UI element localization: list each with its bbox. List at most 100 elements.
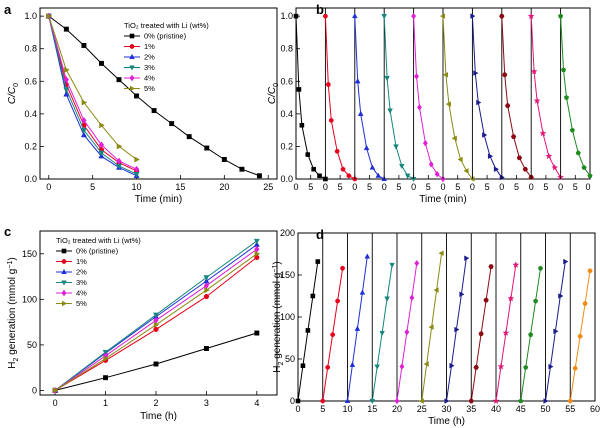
data-point (468, 398, 474, 404)
data-point (473, 365, 479, 370)
legend-marker (129, 85, 136, 92)
data-point (488, 264, 494, 269)
y-label-sub: 0 (13, 83, 20, 87)
y-axis-label: H2 generation (mmol g−1) (7, 257, 20, 368)
x-tick-label: 50 (540, 404, 550, 414)
data-point (254, 250, 261, 257)
data-point (497, 362, 505, 370)
x-tick-label: 10 (132, 182, 142, 192)
data-point (538, 265, 544, 271)
legend-marker (129, 53, 135, 60)
data-point (334, 148, 340, 154)
data-point (335, 298, 341, 304)
legend-title: TiO₂ treated with Li (wt%) (56, 236, 141, 245)
data-point (186, 134, 192, 140)
x-tick-label: 10 (342, 404, 352, 414)
data-point (369, 398, 376, 405)
data-point (369, 164, 376, 170)
data-point (80, 127, 87, 134)
data-point (543, 398, 549, 404)
y-label-end: ) (7, 257, 18, 260)
series-line (48, 15, 137, 170)
data-point (533, 298, 539, 304)
chart-panel-b: b0.00.20.40.60.81.00 5 0 5 0 5 0 5 0 5 0 5 0 5 0 5 0 5 0 5 0… (267, 2, 593, 205)
y-tick-label: 0.0 (280, 174, 293, 184)
data-point (444, 398, 450, 404)
data-point (414, 259, 420, 267)
data-point (404, 328, 410, 336)
data-point (300, 363, 306, 369)
data-point (492, 397, 500, 405)
series-line (48, 15, 137, 172)
y-tick-label: 0.6 (280, 76, 293, 86)
data-point (305, 152, 311, 157)
data-point (203, 294, 209, 300)
data-point (364, 253, 371, 259)
series-line (48, 15, 137, 160)
data-point (451, 135, 457, 142)
data-point (63, 76, 70, 84)
cycle-line (442, 16, 473, 180)
data-point (317, 173, 322, 179)
data-point (153, 321, 160, 328)
data-point (340, 166, 346, 172)
plot-frame (39, 230, 278, 396)
chart-panel-c: c 0 50 100 150 0 1 2 3 4 TiO₂ treated with Li (wt%… (4, 224, 278, 422)
data-point (398, 163, 405, 170)
data-point (153, 326, 159, 332)
data-point (134, 156, 140, 163)
data-point (439, 13, 446, 19)
y-tick-label: 0.2 (280, 141, 293, 151)
data-point (151, 108, 157, 114)
data-point (409, 294, 415, 302)
data-point (561, 67, 567, 73)
legend-entry: 3% (144, 63, 155, 72)
data-point (98, 60, 104, 66)
data-point (558, 13, 564, 19)
x-tick-label: 5 (90, 182, 95, 192)
x-axis-label: Time (h) (140, 411, 177, 422)
data-point (414, 73, 420, 80)
data-point (423, 361, 429, 367)
data-point (464, 255, 470, 262)
data-point (577, 333, 583, 339)
data-point (530, 67, 538, 75)
y-label-main: C/C (267, 86, 278, 104)
y-label-rest: generation (mmol g (7, 269, 18, 358)
data-point (239, 166, 245, 172)
x-tick-label: 0 (53, 398, 58, 408)
x-tick-label: 25 (417, 404, 427, 414)
data-point (463, 168, 469, 174)
data-point (320, 398, 326, 404)
data-point (428, 161, 434, 168)
x-tick-label: 0 (46, 182, 51, 192)
data-point (256, 173, 262, 179)
data-point (470, 13, 476, 19)
data-point (581, 164, 587, 170)
data-point (305, 328, 311, 333)
x-tick-label: 0 (585, 182, 590, 192)
legend-entry: 4% (144, 74, 155, 83)
legend-entry: 5% (144, 84, 155, 93)
panel-label: c (4, 224, 11, 239)
legend-entry: 1% (144, 42, 155, 51)
x-axis-label: Time (min) (135, 194, 182, 205)
data-point (152, 312, 160, 319)
data-point (80, 131, 87, 138)
data-point (81, 99, 88, 106)
data-point (523, 364, 529, 370)
data-point (587, 268, 593, 274)
y-tick-label: 150 (22, 249, 37, 259)
data-point (399, 363, 405, 370)
data-point (98, 150, 105, 157)
data-point (311, 166, 316, 172)
data-point (375, 172, 382, 178)
data-point (354, 325, 361, 331)
data-point (98, 141, 105, 149)
y-tick-label: 0.4 (24, 109, 37, 119)
x-tick-label: 5 (338, 182, 343, 192)
legend-entry: 2% (76, 268, 87, 277)
y-label-sup: −1 (7, 261, 14, 269)
data-point (293, 13, 299, 19)
y-axis-label: C/C0 (267, 83, 280, 104)
